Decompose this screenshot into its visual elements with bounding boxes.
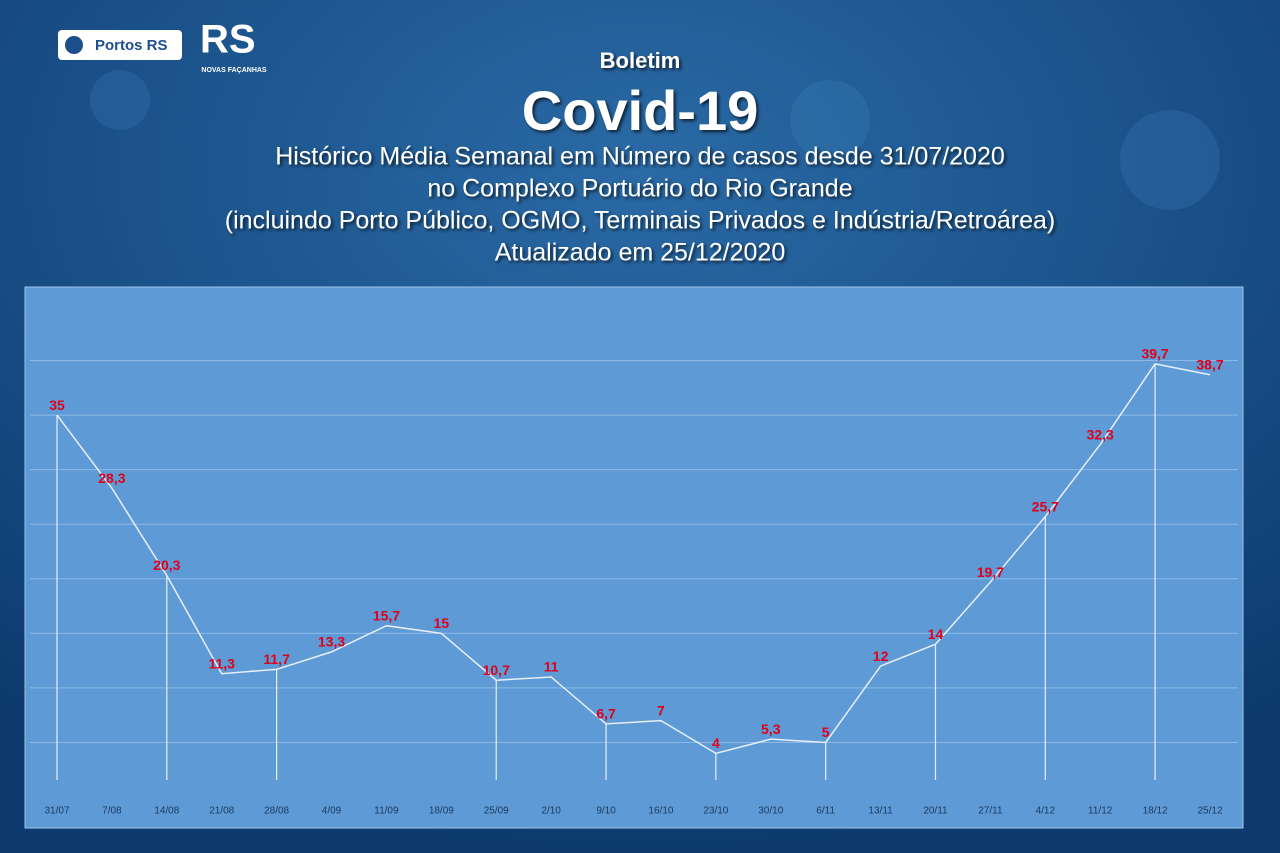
value-label: 38,7 bbox=[1196, 356, 1223, 372]
x-tick-label: 4/12 bbox=[1036, 806, 1056, 817]
plot-area bbox=[24, 286, 1244, 829]
x-tick-label: 27/11 bbox=[978, 806, 1003, 817]
logo-portos: Portos RS bbox=[58, 30, 182, 60]
x-tick-label: 31/07 bbox=[44, 806, 69, 817]
x-tick-label: 21/08 bbox=[209, 806, 234, 817]
x-tick-label: 25/12 bbox=[1197, 806, 1222, 817]
value-label: 6,7 bbox=[596, 706, 616, 722]
value-label: 15 bbox=[434, 615, 450, 631]
value-label: 28,3 bbox=[98, 470, 125, 486]
value-label: 13,3 bbox=[318, 634, 345, 650]
x-tick-label: 16/10 bbox=[648, 806, 673, 817]
logo2-caption: NOVAS FAÇANHAS bbox=[201, 67, 267, 74]
logo-text: Portos RS bbox=[95, 37, 168, 54]
x-tick-label: 20/11 bbox=[923, 806, 948, 817]
value-label: 7 bbox=[657, 702, 665, 718]
x-tick-label: 30/10 bbox=[758, 806, 783, 817]
x-tick-label: 25/09 bbox=[484, 806, 509, 817]
plot: 35 28,3 20,3 11,3 11,7 13,3 15,7 15 10,7 11 6,7 7 4 5… bbox=[30, 346, 1238, 817]
value-label: 35 bbox=[49, 397, 65, 413]
decor bbox=[90, 70, 150, 130]
value-label: 15,7 bbox=[373, 607, 400, 623]
subtitle-line: no Complexo Portuário do Rio Grande bbox=[427, 175, 852, 203]
x-tick-label: 23/10 bbox=[703, 806, 728, 817]
value-label: 19,7 bbox=[977, 564, 1004, 580]
subtitle: Histórico Média Semanal em Número de cas… bbox=[225, 143, 1055, 267]
value-label: 32,3 bbox=[1087, 426, 1114, 442]
logo-rs: RS NOVAS FAÇANHAS bbox=[200, 18, 267, 74]
value-label: 11,3 bbox=[208, 655, 235, 671]
value-label: 14 bbox=[928, 626, 944, 642]
value-label: 10,7 bbox=[483, 662, 510, 678]
subtitle-line: Atualizado em 25/12/2020 bbox=[495, 239, 786, 267]
data-line bbox=[56, 362, 1211, 755]
x-tick-label: 13/11 bbox=[868, 806, 893, 817]
x-tick-label: 9/10 bbox=[596, 806, 616, 817]
chart-title: Covid-19 bbox=[522, 79, 759, 142]
value-label: 20,3 bbox=[153, 557, 180, 573]
x-tick-label: 2/10 bbox=[541, 806, 561, 817]
value-label: 11 bbox=[544, 659, 559, 675]
x-tick-label: 6/11 bbox=[816, 806, 835, 817]
logo2-text: RS bbox=[200, 18, 256, 62]
x-tick-label: 4/09 bbox=[322, 806, 342, 817]
value-label: 25,7 bbox=[1032, 498, 1059, 514]
logo-box bbox=[58, 30, 182, 60]
x-tick-label: 28/08 bbox=[264, 806, 289, 817]
x-tick-label: 18/12 bbox=[1143, 806, 1168, 817]
value-label: 4 bbox=[712, 735, 720, 751]
x-tick-label: 14/08 bbox=[154, 806, 179, 817]
value-label: 5 bbox=[822, 724, 830, 740]
decor bbox=[790, 80, 870, 160]
x-tick-label: 18/09 bbox=[429, 806, 454, 817]
subtitle-line: Histórico Média Semanal em Número de cas… bbox=[275, 143, 1005, 171]
logo-icon bbox=[65, 36, 83, 54]
x-tick-label: 11/12 bbox=[1088, 806, 1113, 817]
kicker: Boletim bbox=[600, 48, 681, 73]
x-tick-label: 11/09 bbox=[374, 806, 399, 817]
value-label: 11,7 bbox=[263, 651, 290, 667]
x-tick-label: 7/08 bbox=[102, 806, 122, 817]
value-label: 39,7 bbox=[1141, 346, 1168, 362]
subtitle-line: (incluindo Porto Público, OGMO, Terminai… bbox=[225, 207, 1055, 235]
value-label: 12 bbox=[873, 648, 889, 664]
value-label: 5,3 bbox=[761, 721, 781, 737]
decor bbox=[1120, 110, 1220, 210]
